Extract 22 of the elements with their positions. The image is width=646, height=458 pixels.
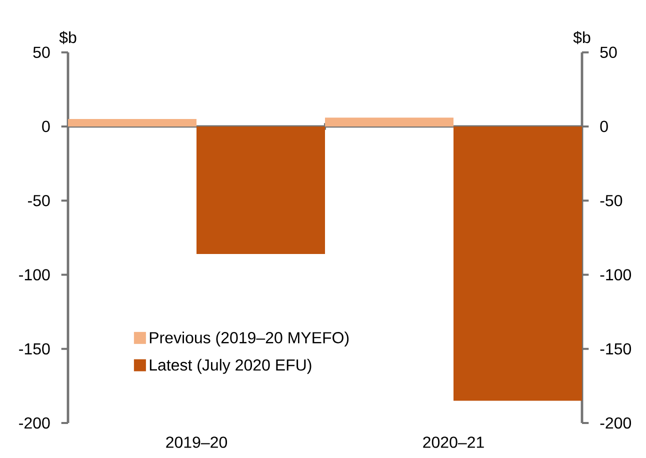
y-tick-label: -200 <box>19 417 50 429</box>
bar <box>325 118 454 126</box>
y2-tick-label: -150 <box>600 343 632 355</box>
y2-tick-label: 0 <box>600 120 608 132</box>
bar <box>196 126 325 254</box>
bar <box>454 126 582 401</box>
y-tick-label: 0 <box>42 120 50 132</box>
y-axis-title: $b <box>59 31 76 44</box>
y2-axis-title: $b <box>573 31 590 44</box>
x-tick-label: 2020–21 <box>423 436 484 448</box>
y2-tick-label: 50 <box>600 46 617 58</box>
y2-tick-label: -100 <box>600 269 632 280</box>
legend-label: Latest (July 2020 EFU) <box>150 358 312 374</box>
y2-tick-label: -50 <box>600 194 622 206</box>
y-tick-label: -100 <box>19 269 50 280</box>
bar <box>68 119 196 126</box>
y-tick-label: -50 <box>28 194 50 206</box>
legend-label: Previous (2019–20 MYEFO) <box>150 332 349 346</box>
x-tick-label: 2019–20 <box>166 436 228 448</box>
y-tick-label: 50 <box>33 46 50 58</box>
y-tick-label: -150 <box>19 343 50 355</box>
y2-tick-label: -200 <box>600 417 632 429</box>
